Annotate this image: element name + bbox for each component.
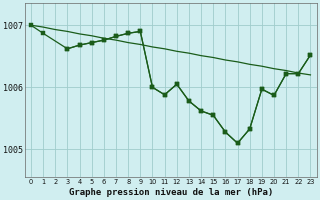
X-axis label: Graphe pression niveau de la mer (hPa): Graphe pression niveau de la mer (hPa): [68, 188, 273, 197]
